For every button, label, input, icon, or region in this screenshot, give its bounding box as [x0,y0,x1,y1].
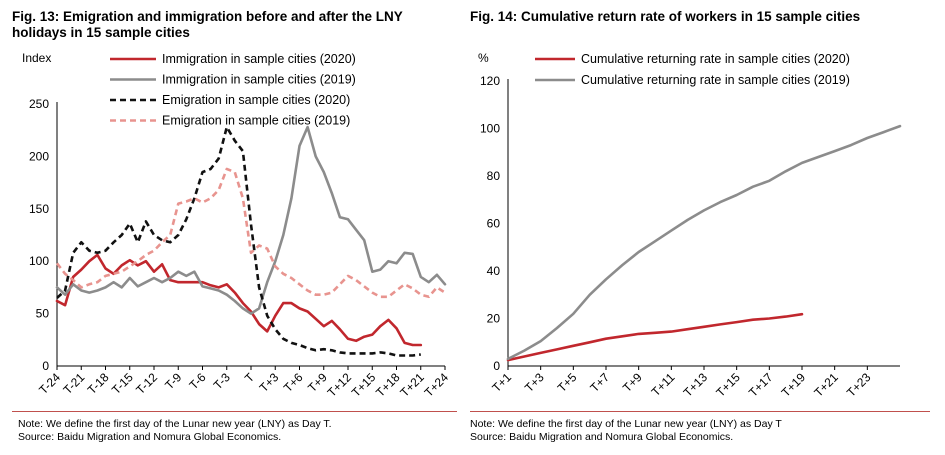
fig14-x-tick-label: T+3 [522,370,547,395]
fig14-x-tick-label: T+7 [587,370,612,395]
fig14-legend-label: Cumulative returning rate in sample citi… [581,73,850,87]
fig14-y-tick-label: 80 [487,169,501,183]
fig13-legend-label: Immigration in sample cities (2019) [162,73,356,87]
fig13-x-tick-label: T-3 [211,370,233,392]
fig14-x-tick-label: T+19 [779,370,809,400]
fig13-x-tick-label: T+24 [422,370,452,400]
fig14-y-tick-label: 60 [487,217,501,231]
fig13-x-tick-label: T-6 [186,370,208,392]
fig14-series-cumulative-returning-rate-in-sample-cities-2019 [506,124,902,361]
fig13-x-tick-label: T [242,370,258,386]
fig14-x-tick-label: T+15 [713,370,743,400]
fig13-series-emigration-in-sample-cities-2019 [55,167,446,299]
fig14-y-tick-label: 40 [487,264,501,278]
fig14-x-tick-label: T+5 [555,370,580,395]
fig14-x-tick-label: T+13 [681,370,711,400]
fig13-y-tick-label: 0 [42,359,49,373]
fig14-y-axis-label: % [478,51,489,65]
fig13-x-tick-label: T-12 [133,370,160,397]
fig13-legend-label: Emigration in sample cities (2019) [162,114,350,128]
fig13-title: Fig. 13: Emigration and immigration befo… [12,9,403,41]
fig14-note: Note: We define the first day of the Lun… [470,418,782,430]
fig14-x-tick-label: T+17 [746,370,776,400]
fig13-x-tick-label: T+18 [373,370,403,400]
fig13-x-tick-label: T+21 [397,370,427,400]
fig14-x-tick-label: T+1 [489,370,514,395]
fig14-series-cumulative-returning-rate-in-sample-cities-2020 [506,312,804,362]
fig13-title-line2: holidays in 15 sample cities [12,25,190,40]
fig14-source: Source: Baidu Migration and Nomura Globa… [470,431,734,443]
fig13-note: Note: We define the first day of the Lun… [18,418,332,430]
fig13-source: Source: Baidu Migration and Nomura Globa… [18,431,282,443]
fig14-y-tick-label: 0 [493,359,500,373]
fig13-legend-label: Immigration in sample cities (2020) [162,52,356,66]
fig13-chart: Index 0 50 100 150 200 250 T-24T-21T-18T-15T-12… [22,51,452,400]
fig14-title: Fig. 14: Cumulative return rate of worke… [470,9,861,24]
fig13-x-tick-label: T+3 [257,370,282,395]
fig14-x-tick-label: T+23 [844,370,874,400]
fig13-y-tick-label: 50 [36,307,50,321]
fig13-x-tick-label: T-18 [85,370,112,397]
fig14-y-tick-label: 100 [480,122,500,136]
fig14-x-tick-label: T+11 [649,370,678,399]
fig13-y-axis-label: Index [22,51,51,65]
fig14-x-tick-label: T+21 [811,370,841,400]
right-panel: Fig. 14: Cumulative return rate of worke… [470,0,945,455]
fig13-note-rule [12,411,457,412]
fig13-series-emigration-in-sample-cities-2020 [56,125,421,357]
fig13-series-immigration-in-sample-cities-2019 [55,125,447,315]
fig13-x-tick-label: T+15 [349,370,379,400]
fig14-note-rule [470,411,930,412]
fig13-title-line1: Fig. 13: Emigration and immigration befo… [12,9,403,24]
fig13-x-tick-label: T-24 [36,370,63,397]
fig13-series-immigration-in-sample-cities-2020 [55,253,423,347]
fig13-x-tick-label: T-21 [60,370,87,397]
fig13-x-tick-label: T-9 [162,370,184,392]
left-panel: Fig. 13: Emigration and immigration befo… [0,0,470,455]
fig13-y-tick-label: 150 [29,202,49,216]
fig13-x-tick-label: T-15 [109,370,136,397]
fig14-y-tick-label: 20 [487,312,501,326]
fig13-x-tick-label: T+6 [281,370,306,395]
fig14-legend-label: Cumulative returning rate in sample citi… [581,52,850,66]
fig13-y-tick-label: 100 [29,254,49,268]
fig14-x-tick-label: T+9 [620,370,645,395]
fig13-y-tick-label: 200 [29,149,49,163]
fig13-y-tick-label: 250 [29,97,49,111]
fig13-x-tick-label: T+12 [325,370,355,400]
fig14-y-tick-label: 120 [480,74,500,88]
fig13-legend-label: Emigration in sample cities (2020) [162,93,350,107]
